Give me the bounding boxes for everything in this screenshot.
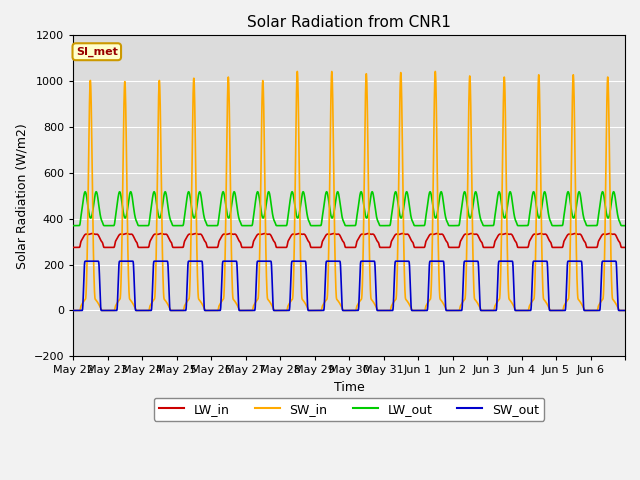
X-axis label: Time: Time [333, 381, 364, 394]
Title: Solar Radiation from CNR1: Solar Radiation from CNR1 [247, 15, 451, 30]
Text: SI_met: SI_met [76, 47, 118, 57]
Y-axis label: Solar Radiation (W/m2): Solar Radiation (W/m2) [15, 123, 28, 269]
Legend: LW_in, SW_in, LW_out, SW_out: LW_in, SW_in, LW_out, SW_out [154, 398, 545, 420]
